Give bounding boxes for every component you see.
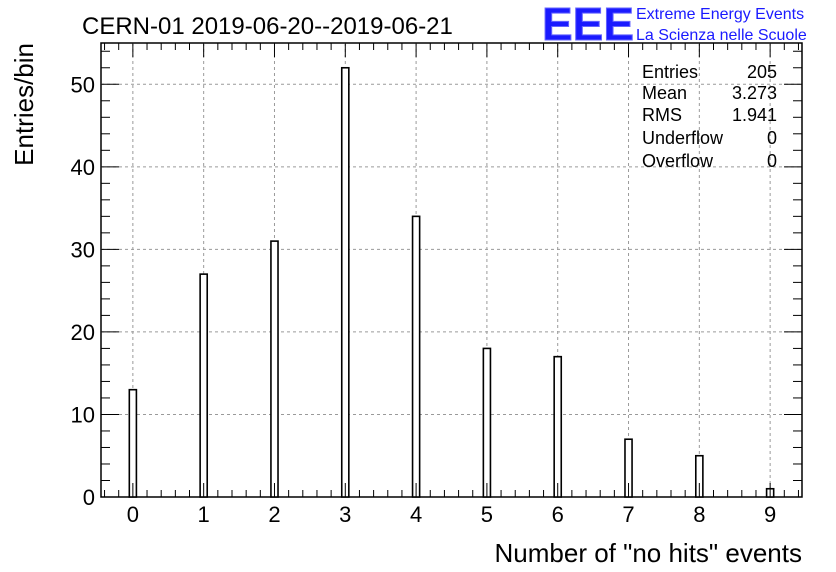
histogram-bar <box>128 388 138 498</box>
stats-entries-value: 205 <box>747 62 777 82</box>
stats-box: Entries 205 Mean 3.273 RMS 1.941 Underfl… <box>642 62 777 171</box>
y-tick-label: 40 <box>71 155 95 180</box>
stats-rms-value: 1.941 <box>732 105 777 125</box>
y-tick-labels: 0 10 20 30 40 50 <box>71 72 95 510</box>
y-axis-title: Entries/bin <box>9 43 39 166</box>
x-tick-label: 4 <box>410 502 422 527</box>
stats-underflow-label: Underflow <box>642 128 724 148</box>
histogram-bar <box>270 240 279 498</box>
x-tick-label: 6 <box>552 502 564 527</box>
x-tick-label: 3 <box>339 502 351 527</box>
histogram-bar <box>553 355 563 498</box>
eee-logo: EEE Extreme Energy Events La Scienza nel… <box>542 0 807 51</box>
x-tick-labels: 0 1 2 3 4 5 6 7 8 9 <box>127 502 777 527</box>
x-tick-label: 1 <box>198 502 210 527</box>
stats-overflow-label: Overflow <box>642 151 714 171</box>
y-tick-label: 10 <box>71 402 95 427</box>
x-tick-label: 0 <box>127 502 139 527</box>
x-tick-label: 2 <box>268 502 280 527</box>
ticks-layer <box>101 43 802 498</box>
plot-frame <box>100 42 803 498</box>
x-tick-label: 5 <box>481 502 493 527</box>
x-tick-label: 7 <box>622 502 634 527</box>
y-tick-label: 20 <box>71 320 95 345</box>
logo-line-1: Extreme Energy Events <box>636 6 804 23</box>
stats-overflow-value: 0 <box>767 151 777 171</box>
stats-mean-label: Mean <box>642 83 687 103</box>
x-axis-title: Number of "no hits" events <box>495 538 803 568</box>
stats-underflow-value: 0 <box>767 128 777 148</box>
y-tick-label: 30 <box>71 237 95 262</box>
y-tick-label: 50 <box>71 72 95 97</box>
logo-line-2: La Scienza nelle Scuole <box>636 27 807 44</box>
histogram-bar <box>411 215 421 498</box>
x-tick-label: 8 <box>693 502 705 527</box>
x-tick-label: 9 <box>764 502 776 527</box>
eee-logo-text: EEE <box>542 0 634 50</box>
histogram-bar <box>482 347 492 498</box>
stats-mean-value: 3.273 <box>732 83 777 103</box>
stats-entries-label: Entries <box>642 62 698 82</box>
histogram-bar <box>340 66 350 498</box>
stats-rms-label: RMS <box>642 105 682 125</box>
histogram-bar <box>199 273 209 498</box>
chart-title: CERN-01 2019-06-20--2019-06-21 <box>82 13 453 40</box>
y-tick-label: 0 <box>83 485 95 510</box>
